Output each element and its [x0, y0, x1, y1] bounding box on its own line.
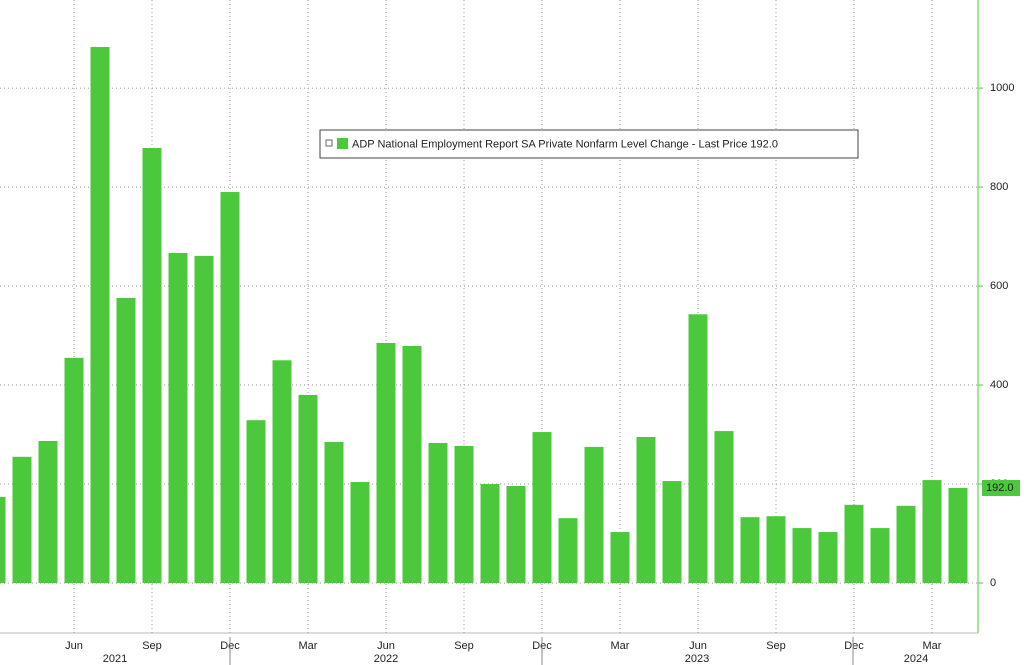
bar — [168, 252, 188, 584]
x-tick-label: Jun — [377, 640, 395, 652]
x-tick-label: Mar — [923, 640, 942, 652]
x-tick-label: Jun — [65, 640, 83, 652]
legend-label: ADP National Employment Report SA Privat… — [352, 138, 778, 150]
year-label: 2023 — [685, 653, 709, 665]
year-label: 2022 — [374, 653, 398, 665]
bar — [246, 420, 266, 584]
bar — [818, 532, 838, 584]
bar — [116, 297, 136, 584]
bar — [376, 342, 396, 584]
bar — [714, 431, 734, 584]
bar — [688, 314, 708, 584]
y-tick-label: 600 — [990, 280, 1008, 292]
bar — [636, 437, 656, 584]
bar — [402, 345, 422, 584]
bar — [740, 517, 760, 584]
bar — [194, 255, 214, 584]
bar — [766, 516, 786, 584]
bar — [324, 441, 344, 584]
bar — [610, 532, 630, 584]
bar — [896, 505, 916, 584]
bar — [142, 147, 162, 584]
bar — [584, 446, 604, 584]
bar — [506, 486, 526, 584]
legend: ADP National Employment Report SA Privat… — [319, 129, 859, 159]
bar — [12, 456, 32, 584]
bar — [90, 47, 110, 584]
bar — [532, 432, 552, 584]
bar — [922, 480, 942, 584]
bar — [792, 528, 812, 584]
last-value-label: 192.0 — [986, 482, 1014, 494]
bar — [272, 360, 292, 584]
bar — [454, 445, 474, 584]
bar — [220, 192, 240, 584]
y-tick-label: 0 — [990, 577, 996, 589]
legend-icon — [325, 139, 333, 147]
x-tick-label: Jun — [689, 640, 707, 652]
bar — [662, 481, 682, 584]
bar — [558, 518, 578, 584]
bar — [480, 484, 500, 584]
bar — [298, 394, 318, 584]
x-tick-label: Mar — [611, 640, 630, 652]
x-tick-label: Sep — [454, 640, 474, 652]
year-label: 2024 — [904, 653, 928, 665]
bar — [870, 528, 890, 584]
x-tick-label: Dec — [844, 640, 864, 652]
bar — [350, 482, 370, 584]
y-tick-label: 1000 — [990, 82, 1014, 94]
x-tick-label: Sep — [142, 640, 162, 652]
legend-swatch — [337, 138, 348, 149]
bar — [428, 442, 448, 584]
last-value-box — [982, 479, 1020, 496]
year-label: 2021 — [103, 653, 127, 665]
bar — [844, 504, 864, 584]
x-tick-label: Sep — [766, 640, 786, 652]
bar — [0, 496, 6, 584]
x-tick-label: Mar — [299, 640, 318, 652]
bar — [64, 357, 84, 584]
bar — [38, 440, 58, 584]
y-tick-label: 800 — [990, 181, 1008, 193]
bar — [948, 487, 968, 584]
legend-box — [319, 129, 859, 159]
y-tick-label: 400 — [990, 379, 1008, 391]
